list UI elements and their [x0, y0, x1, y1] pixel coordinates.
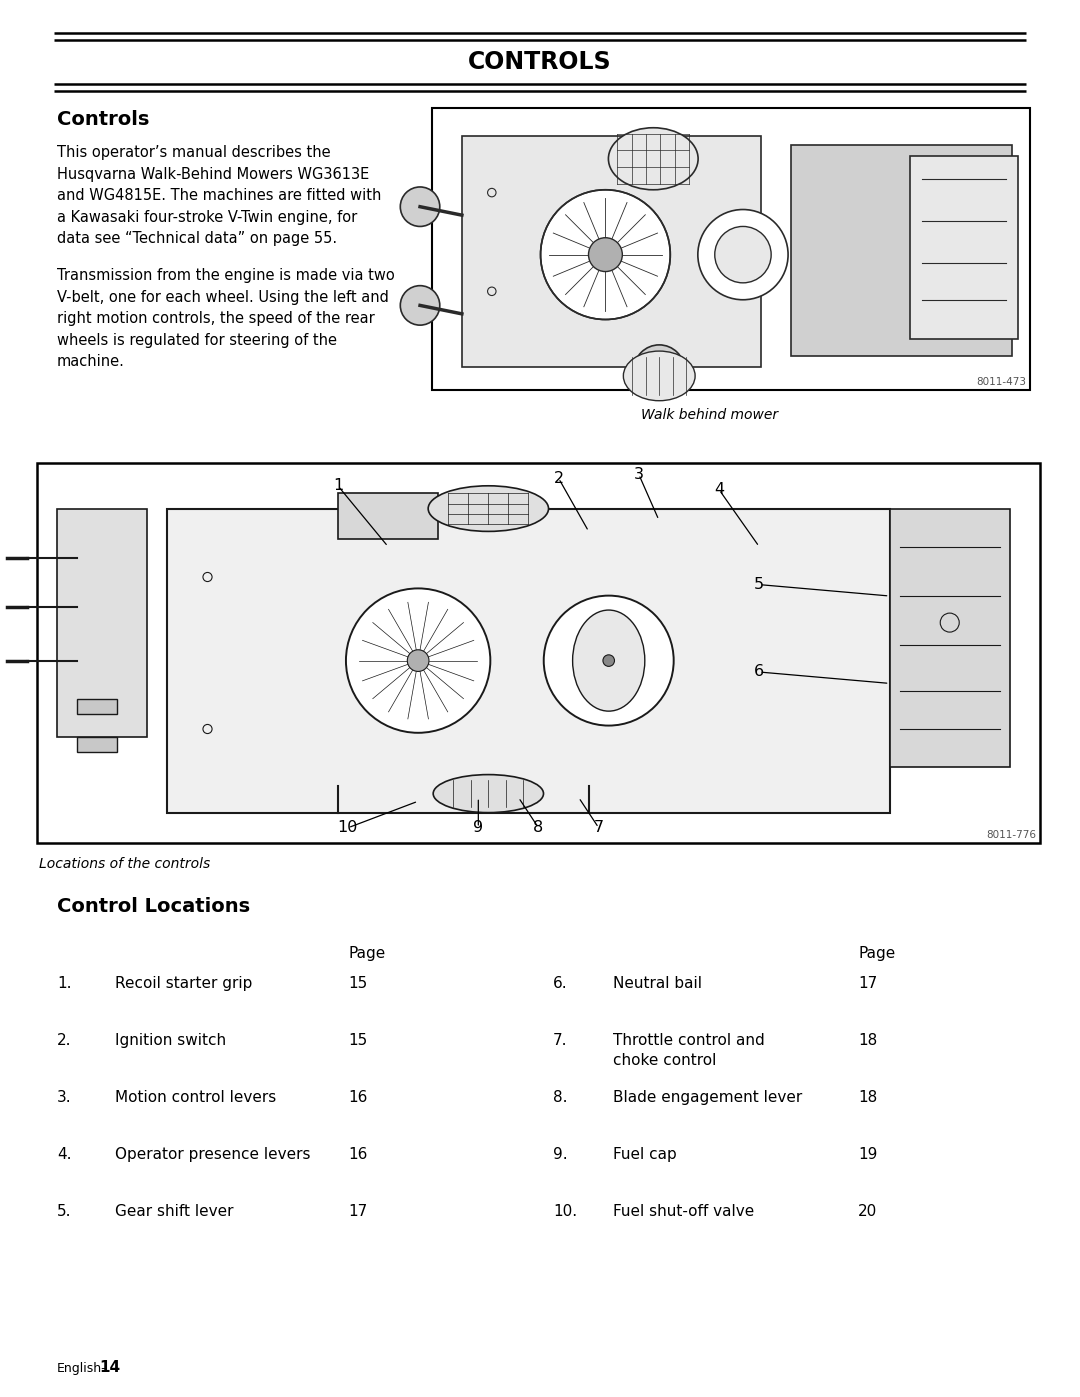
Ellipse shape — [428, 486, 549, 531]
Text: 3.: 3. — [57, 1090, 71, 1105]
Circle shape — [698, 210, 788, 300]
Text: Fuel shut-off valve: Fuel shut-off valve — [613, 1204, 754, 1220]
Ellipse shape — [608, 127, 698, 190]
Text: 2.: 2. — [57, 1032, 71, 1048]
Text: Blade engagement lever: Blade engagement lever — [613, 1090, 802, 1105]
Bar — [338, 493, 438, 539]
Circle shape — [634, 345, 685, 395]
Text: Neutral bail: Neutral bail — [613, 977, 702, 990]
Bar — [167, 509, 890, 813]
Text: 17: 17 — [858, 977, 877, 990]
Text: 19: 19 — [858, 1147, 877, 1162]
Text: 15: 15 — [348, 1032, 367, 1048]
Text: Transmission from the engine is made via two
V-belt, one for each wheel. Using t: Transmission from the engine is made via… — [57, 268, 395, 369]
Text: Recoil starter grip: Recoil starter grip — [114, 977, 253, 990]
Text: 7: 7 — [594, 820, 604, 835]
Text: 10.: 10. — [553, 1204, 577, 1220]
Text: Controls: Controls — [57, 110, 149, 129]
Circle shape — [346, 588, 490, 733]
Circle shape — [401, 285, 440, 326]
Text: 2: 2 — [553, 471, 564, 486]
Circle shape — [541, 190, 671, 320]
Ellipse shape — [433, 774, 543, 813]
Text: 18: 18 — [858, 1032, 877, 1048]
Text: 16: 16 — [348, 1090, 367, 1105]
Text: Ignition switch: Ignition switch — [114, 1032, 226, 1048]
Text: 8011-473: 8011-473 — [976, 377, 1026, 387]
Circle shape — [407, 650, 429, 672]
Circle shape — [603, 655, 615, 666]
Text: 5: 5 — [754, 577, 765, 592]
Text: 6.: 6. — [553, 977, 568, 990]
Circle shape — [589, 237, 622, 271]
Bar — [432, 108, 1030, 390]
Text: 8011-776: 8011-776 — [986, 830, 1036, 840]
Text: 20: 20 — [858, 1204, 877, 1220]
Text: Throttle control and
choke control: Throttle control and choke control — [613, 1032, 765, 1069]
Bar — [462, 136, 761, 367]
Ellipse shape — [572, 610, 645, 711]
Text: Motion control levers: Motion control levers — [114, 1090, 276, 1105]
Text: 8.: 8. — [553, 1090, 567, 1105]
Ellipse shape — [623, 351, 696, 401]
Text: 9: 9 — [473, 820, 484, 835]
Text: Operator presence levers: Operator presence levers — [114, 1147, 311, 1162]
Circle shape — [543, 595, 674, 725]
Bar — [77, 736, 118, 752]
Bar — [910, 156, 1018, 339]
Circle shape — [715, 226, 771, 282]
Text: Locations of the controls: Locations of the controls — [39, 856, 211, 870]
Bar — [890, 509, 1010, 767]
Text: CONTROLS: CONTROLS — [469, 50, 611, 74]
Text: Fuel cap: Fuel cap — [613, 1147, 677, 1162]
Text: Walk behind mower: Walk behind mower — [642, 408, 779, 422]
Text: 4: 4 — [714, 482, 724, 497]
Text: 16: 16 — [348, 1147, 367, 1162]
Text: 17: 17 — [348, 1204, 367, 1220]
Text: 8: 8 — [534, 820, 543, 835]
Bar — [77, 698, 118, 714]
Text: 15: 15 — [348, 977, 367, 990]
Text: Page: Page — [858, 946, 895, 961]
Text: 3: 3 — [634, 467, 644, 482]
Text: 18: 18 — [858, 1090, 877, 1105]
Text: Page: Page — [348, 946, 386, 961]
Bar — [37, 462, 1040, 842]
Bar — [57, 509, 147, 736]
Text: Control Locations: Control Locations — [57, 897, 251, 916]
Text: 6: 6 — [754, 665, 765, 679]
Text: 1: 1 — [333, 478, 343, 493]
Text: 14: 14 — [99, 1361, 120, 1375]
Bar — [791, 145, 1012, 356]
Text: 5.: 5. — [57, 1204, 71, 1220]
Circle shape — [401, 187, 440, 226]
Text: 4.: 4. — [57, 1147, 71, 1162]
Text: 10: 10 — [338, 820, 359, 835]
Text: 7.: 7. — [553, 1032, 567, 1048]
Text: 9.: 9. — [553, 1147, 568, 1162]
Text: Gear shift lever: Gear shift lever — [114, 1204, 233, 1220]
Text: This operator’s manual describes the
Husqvarna Walk-Behind Mowers WG3613E
and WG: This operator’s manual describes the Hus… — [57, 145, 381, 246]
Text: English-: English- — [57, 1362, 107, 1375]
Text: 1.: 1. — [57, 977, 71, 990]
